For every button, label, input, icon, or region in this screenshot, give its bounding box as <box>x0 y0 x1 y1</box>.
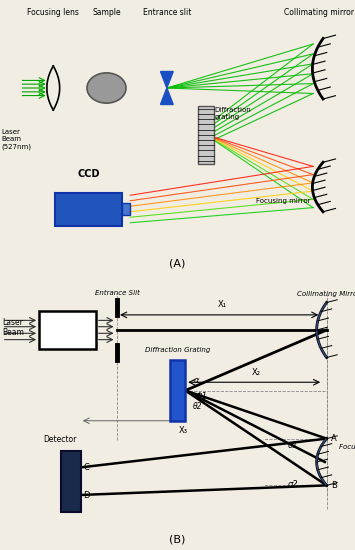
Text: Collimating Mirror: Collimating Mirror <box>297 291 355 297</box>
Bar <box>55 192 122 226</box>
Text: (B): (B) <box>169 534 186 544</box>
Text: Sample: Sample <box>50 326 84 334</box>
Text: θ2: θ2 <box>192 402 202 411</box>
Text: σ1: σ1 <box>288 441 298 450</box>
Text: Focusing Mirror: Focusing Mirror <box>339 444 355 450</box>
Text: Focusing lens: Focusing lens <box>27 8 79 17</box>
Text: Laser
Beam: Laser Beam <box>2 317 24 337</box>
Text: Laser
Beam
(527nm): Laser Beam (527nm) <box>2 129 32 150</box>
Text: Diffraction Grating: Diffraction Grating <box>145 347 210 354</box>
Bar <box>122 203 130 215</box>
Polygon shape <box>160 88 173 104</box>
Text: X₃: X₃ <box>179 426 188 434</box>
Polygon shape <box>160 72 173 88</box>
Bar <box>61 451 81 512</box>
Text: α: α <box>194 376 200 385</box>
Text: D: D <box>83 491 90 499</box>
Text: Detector: Detector <box>44 435 77 444</box>
Text: C: C <box>83 463 89 472</box>
Text: Collimating mirror: Collimating mirror <box>284 8 355 17</box>
Text: CCD: CCD <box>77 169 100 179</box>
Bar <box>39 311 96 349</box>
Text: (A): (A) <box>169 259 186 269</box>
Text: Entrance Slit: Entrance Slit <box>95 290 140 296</box>
Text: Focusing mirror: Focusing mirror <box>256 198 310 204</box>
Text: Entrance slit: Entrance slit <box>143 8 191 17</box>
Text: X₁: X₁ <box>217 300 226 309</box>
Text: B: B <box>331 481 337 490</box>
Bar <box>170 360 185 421</box>
Text: Sample: Sample <box>92 8 121 17</box>
Text: Diffraction
grating: Diffraction grating <box>215 107 252 120</box>
Bar <box>198 106 214 164</box>
Circle shape <box>87 73 126 103</box>
Text: X₂: X₂ <box>251 368 261 377</box>
Text: σ2: σ2 <box>288 480 298 489</box>
Text: Φ1: Φ1 <box>195 392 207 401</box>
Text: A: A <box>331 434 337 443</box>
